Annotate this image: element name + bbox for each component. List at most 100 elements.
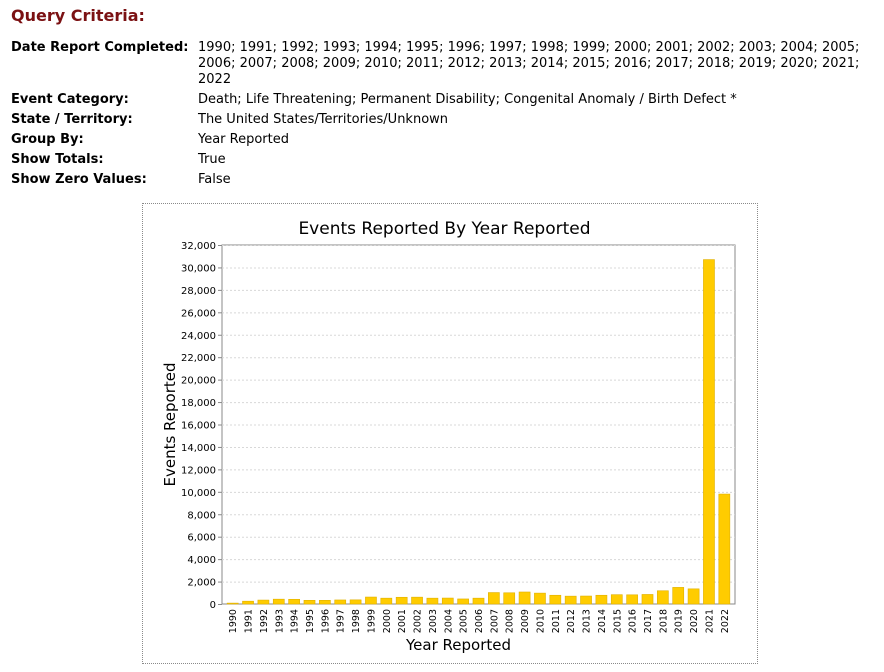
bar-1997 bbox=[334, 599, 347, 605]
x-tick-label: 2020 bbox=[689, 609, 700, 633]
criteria-value: False bbox=[198, 172, 231, 187]
bar-2000 bbox=[380, 597, 393, 605]
chart-container: Events Reported By Year Reported 0 2,000 4,… bbox=[142, 203, 758, 664]
bar-2002 bbox=[411, 596, 423, 605]
x-tick-label: 1993 bbox=[274, 609, 285, 633]
bar-1990 bbox=[226, 602, 239, 605]
x-tick-label: 2006 bbox=[474, 609, 485, 633]
x-tick-label: 2002 bbox=[413, 609, 424, 633]
bar-2001 bbox=[395, 596, 408, 605]
criteria-label: Group By: bbox=[11, 132, 84, 147]
y-tick-label: 28,000 bbox=[181, 286, 216, 297]
x-tick-label: 2010 bbox=[535, 609, 546, 633]
x-tick-label: 2000 bbox=[382, 609, 393, 633]
x-tick-label: 2004 bbox=[443, 609, 454, 633]
bar-2018 bbox=[657, 590, 669, 605]
criteria-row-state-territory: State / Territory: The United States/Ter… bbox=[11, 112, 881, 128]
y-tick-label: 2,000 bbox=[187, 578, 216, 589]
x-tick-label: 2018 bbox=[658, 609, 669, 633]
bar-1999 bbox=[365, 596, 377, 605]
x-tick-label: 1990 bbox=[228, 609, 239, 633]
x-tick-label: 2015 bbox=[612, 609, 623, 633]
x-axis-label: Year Reported bbox=[405, 636, 511, 654]
bar-2017 bbox=[641, 594, 654, 605]
x-tick-label: 2008 bbox=[505, 609, 516, 633]
query-criteria-title: Query Criteria: bbox=[11, 6, 145, 25]
y-tick-label: 10,000 bbox=[181, 488, 216, 499]
criteria-row-show-zero-values: Show Zero Values: False bbox=[11, 172, 881, 188]
x-tick-label: 1995 bbox=[305, 609, 316, 633]
x-tick-label: 1994 bbox=[290, 609, 301, 633]
x-tick-label: 2012 bbox=[566, 609, 577, 633]
bar-2007 bbox=[488, 592, 500, 605]
chart-title: Events Reported By Year Reported bbox=[298, 219, 590, 239]
bar-1995 bbox=[303, 599, 316, 605]
x-tick-label: 2014 bbox=[597, 609, 608, 633]
x-tick-label: 2013 bbox=[582, 609, 593, 633]
bar-2003 bbox=[426, 597, 439, 605]
x-tick-label: 2001 bbox=[397, 609, 408, 633]
bar-2008 bbox=[503, 592, 516, 605]
bar-chart: Events Reported By Year Reported 0 2,000 4,… bbox=[161, 219, 736, 654]
criteria-row-show-totals: Show Totals: True bbox=[11, 152, 881, 168]
bar-2020 bbox=[687, 588, 700, 605]
criteria-label: Show Zero Values: bbox=[11, 172, 147, 187]
y-tick-label: 0 bbox=[210, 600, 216, 611]
x-tick-label: 2021 bbox=[704, 609, 715, 633]
bar-2022 bbox=[718, 493, 731, 605]
y-tick-label: 18,000 bbox=[181, 398, 216, 409]
bar-2015 bbox=[610, 594, 623, 605]
criteria-value: 1990; 1991; 1992; 1993; 1994; 1995; 1996… bbox=[198, 40, 860, 87]
bar-2014 bbox=[595, 594, 608, 605]
x-tick-label: 2016 bbox=[628, 609, 639, 633]
y-tick-label: 12,000 bbox=[181, 465, 216, 476]
y-tick-label: 26,000 bbox=[181, 308, 216, 319]
x-tick-label: 2005 bbox=[459, 609, 470, 633]
bar-2011 bbox=[549, 594, 562, 605]
y-tick-label: 6,000 bbox=[187, 533, 216, 544]
criteria-label: Date Report Completed: bbox=[11, 40, 189, 55]
x-tick-label: 2003 bbox=[428, 609, 439, 633]
bar-2021 bbox=[703, 259, 715, 605]
bar-2019 bbox=[672, 587, 685, 605]
criteria-label: State / Territory: bbox=[11, 112, 133, 127]
x-tick-label: 2009 bbox=[520, 609, 531, 633]
query-criteria-list: Date Report Completed: 1990; 1991; 1992;… bbox=[11, 40, 881, 192]
bar-2013 bbox=[580, 595, 592, 605]
criteria-row-date-report: Date Report Completed: 1990; 1991; 1992;… bbox=[11, 40, 881, 88]
bar-1998 bbox=[349, 599, 362, 605]
criteria-value: True bbox=[198, 152, 226, 167]
y-tick-label: 22,000 bbox=[181, 353, 216, 364]
bar-1996 bbox=[319, 599, 331, 605]
criteria-label: Event Category: bbox=[11, 92, 129, 107]
bar-2012 bbox=[564, 595, 577, 605]
x-tick-label: 1996 bbox=[320, 609, 331, 633]
x-tick-label: 2022 bbox=[720, 609, 731, 633]
bar-2016 bbox=[626, 594, 638, 605]
criteria-value: The United States/Territories/Unknown bbox=[198, 112, 449, 127]
bar-1991 bbox=[242, 600, 254, 605]
x-tick-label: 1998 bbox=[351, 609, 362, 633]
bar-2009 bbox=[518, 591, 531, 605]
y-tick-label: 24,000 bbox=[181, 331, 216, 342]
y-tick-label: 8,000 bbox=[187, 510, 216, 521]
y-tick-label: 14,000 bbox=[181, 443, 216, 454]
y-tick-label: 32,000 bbox=[181, 241, 216, 252]
bar-2004 bbox=[441, 597, 454, 605]
criteria-value: Death; Life Threatening; Permanent Disab… bbox=[198, 92, 737, 107]
x-tick-label: 1992 bbox=[259, 609, 270, 633]
bar-1992 bbox=[257, 599, 270, 605]
criteria-label: Show Totals: bbox=[11, 152, 104, 167]
x-tick-label: 1997 bbox=[336, 609, 347, 633]
bar-1993 bbox=[272, 598, 285, 605]
y-tick-label: 30,000 bbox=[181, 263, 216, 274]
y-tick-label: 4,000 bbox=[187, 555, 216, 566]
x-tick-label: 2007 bbox=[489, 609, 500, 633]
y-tick-label: 20,000 bbox=[181, 376, 216, 387]
x-tick-label: 2011 bbox=[551, 609, 562, 633]
y-tick-label: 16,000 bbox=[181, 421, 216, 432]
bar-2006 bbox=[472, 597, 485, 605]
bar-2005 bbox=[457, 598, 469, 605]
x-tick-label: 1999 bbox=[366, 609, 377, 633]
bar-2010 bbox=[534, 592, 546, 605]
